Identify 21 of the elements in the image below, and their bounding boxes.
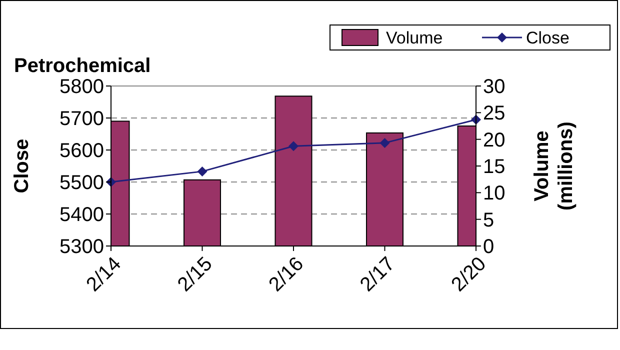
y-axis-title: Close xyxy=(11,138,33,194)
y-tick-label: 5300 xyxy=(60,236,104,258)
y2-tick-label: 10 xyxy=(483,182,506,205)
y-tick-label: 5700 xyxy=(60,108,104,130)
point xyxy=(288,141,298,152)
y-tick-label: 5500 xyxy=(60,172,104,194)
y2-tick-label: 25 xyxy=(483,102,506,125)
chart-title: Petrochemical xyxy=(14,55,151,77)
point xyxy=(380,138,390,148)
y2-tick-label: 15 xyxy=(483,156,506,178)
y-tick-label: 5600 xyxy=(60,140,104,162)
y2-axis-title: Volume (millions) xyxy=(531,122,577,210)
y2-tick-label: 20 xyxy=(483,129,506,152)
point xyxy=(197,166,208,176)
y-tick-label: 5800 xyxy=(60,76,104,98)
y2-tick-label: 0 xyxy=(483,236,494,258)
legend-label: Volume xyxy=(386,28,443,48)
y2-tick-label: 30 xyxy=(483,76,506,98)
y-tick-label: 5400 xyxy=(60,204,104,226)
y2-tick-label: 5 xyxy=(483,209,494,232)
legend-label: Close xyxy=(526,28,570,48)
